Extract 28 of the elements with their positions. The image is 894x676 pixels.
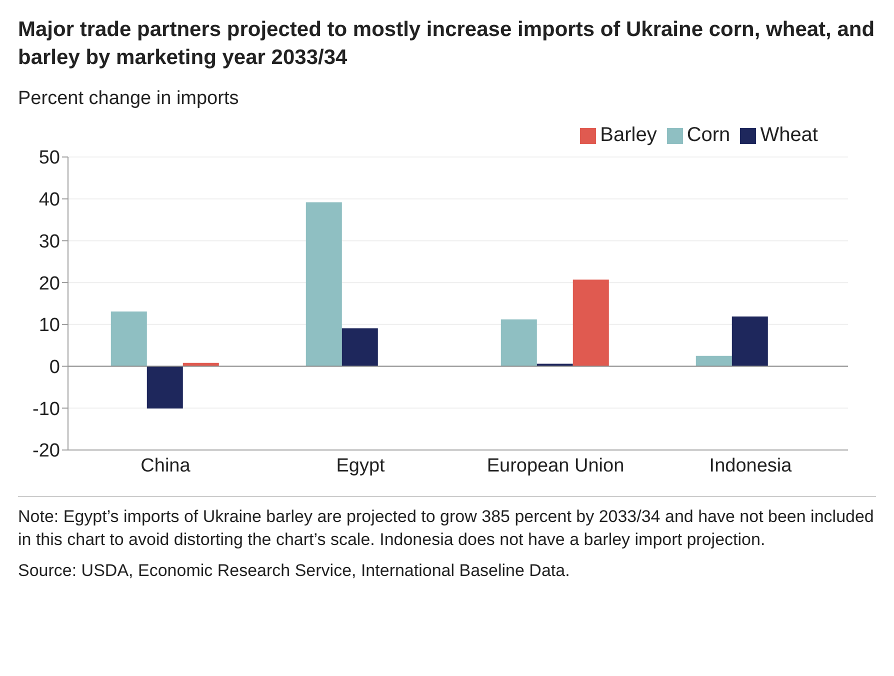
bar bbox=[146, 366, 183, 409]
chart-title: Major trade partners projected to mostly increase imports of Ukraine corn, wheat, and barley by marketing year 2033/34 bbox=[18, 17, 876, 71]
legend-label: Barley bbox=[600, 124, 657, 146]
y-tick-label: 10 bbox=[38, 315, 60, 336]
bar bbox=[182, 362, 219, 366]
legend-label: Wheat bbox=[760, 124, 818, 146]
bar bbox=[500, 319, 537, 366]
bar bbox=[572, 280, 609, 366]
y-tick-label: 0 bbox=[49, 357, 60, 378]
y-tick-label: 30 bbox=[38, 231, 60, 252]
x-tick-label: European Union bbox=[486, 455, 624, 476]
text: Note: Egypt’s imports of Ukraine barley are projected to grow 385 percent by 2033/34 and have not been included in this chart to avoid distorting the chart’s scale. Indonesia does not have a barley import projection. bbox=[18, 506, 875, 551]
y-tick-label: 40 bbox=[38, 190, 60, 211]
bar bbox=[306, 202, 342, 366]
y-tick-label: 20 bbox=[38, 273, 60, 294]
x-tick-label: China bbox=[140, 455, 191, 476]
y-axis-title: Percent change in imports bbox=[18, 88, 240, 110]
source-note: Source: USDA, Economic Research Service, International Baseline Data. bbox=[18, 560, 571, 582]
y-tick-label: 50 bbox=[38, 148, 60, 169]
x-tick-label: Egypt bbox=[336, 455, 386, 476]
bar bbox=[110, 311, 147, 366]
y-tick-label: -20 bbox=[32, 440, 60, 462]
legend-label: Corn bbox=[686, 124, 730, 146]
bar bbox=[732, 316, 768, 366]
y-tick-label: -10 bbox=[32, 398, 60, 420]
bar bbox=[696, 356, 732, 366]
x-tick-label: Indonesia bbox=[709, 455, 792, 476]
bar bbox=[342, 328, 378, 366]
